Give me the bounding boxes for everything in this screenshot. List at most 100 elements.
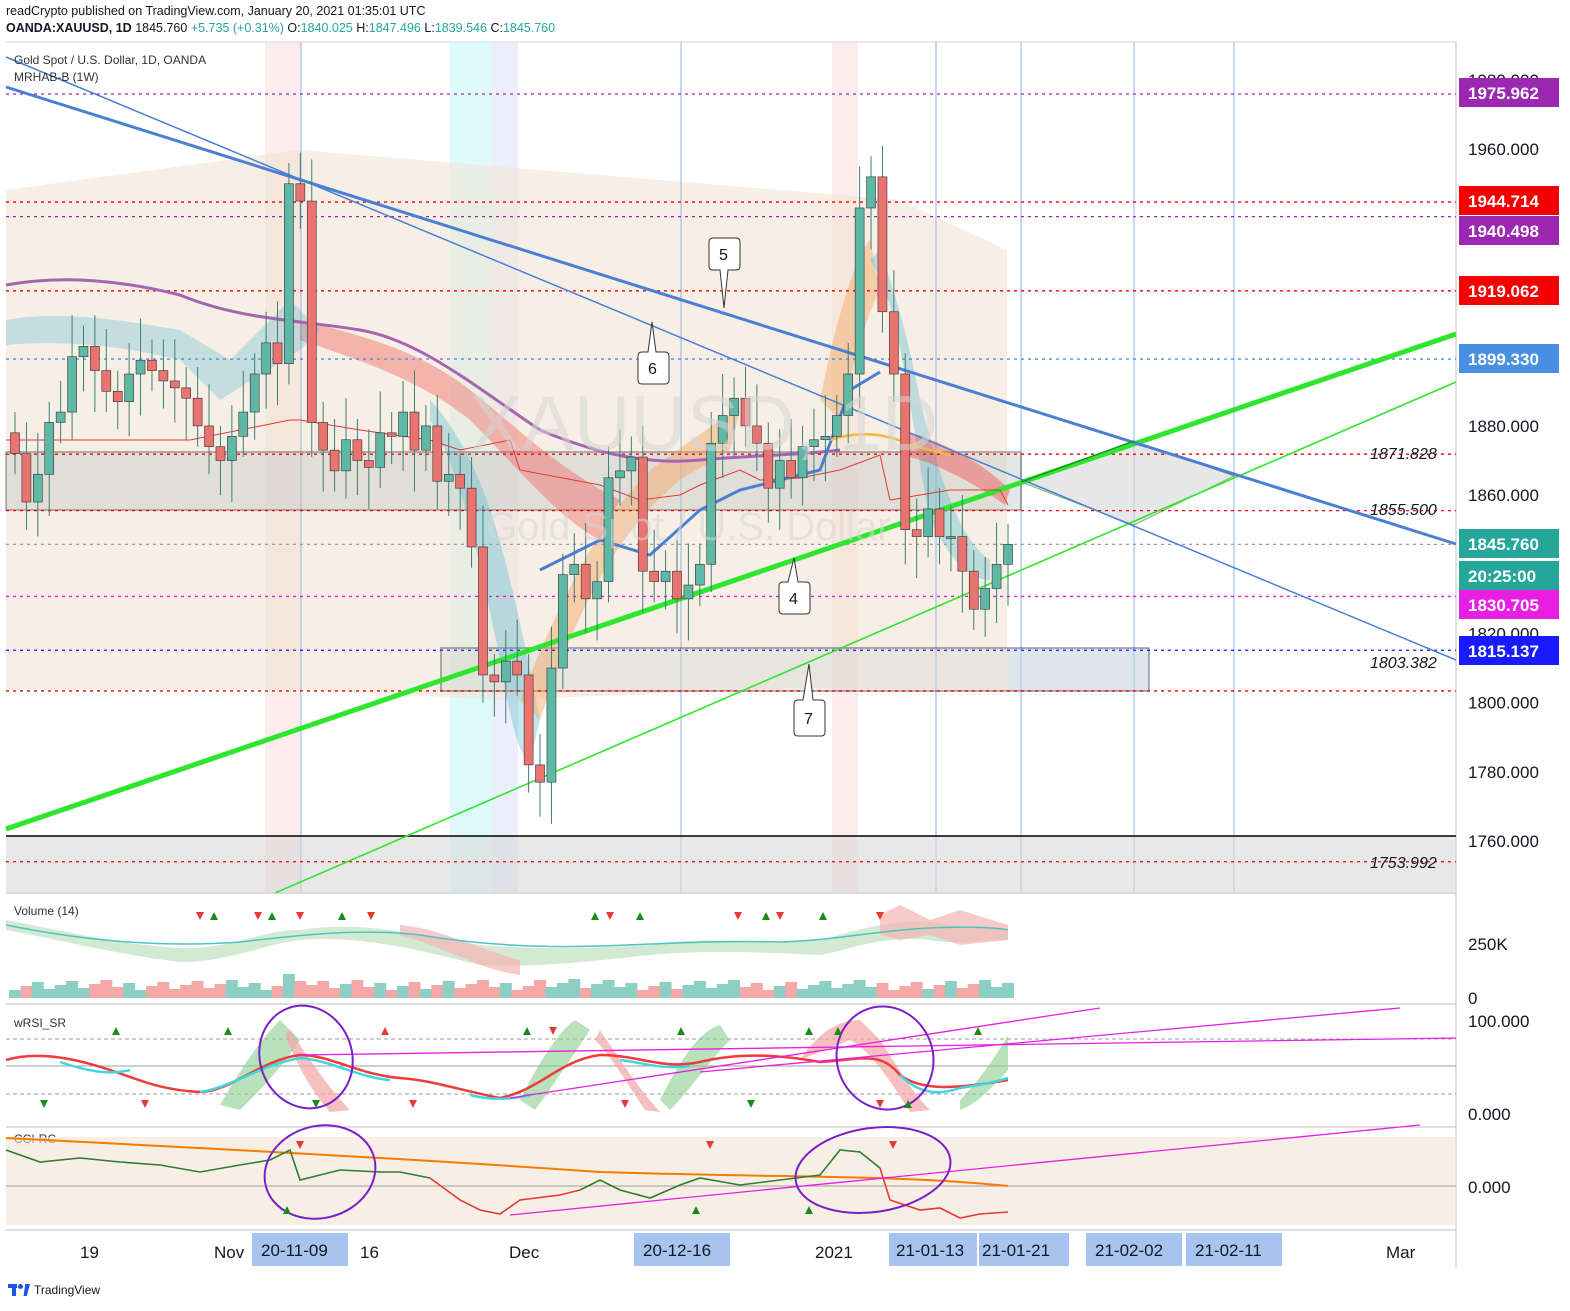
- last-price: 1845.760: [135, 21, 188, 35]
- indicator-title: MRHAB-B (1W): [14, 70, 99, 84]
- candle-body-49: [569, 563, 580, 575]
- candle-body-45: [523, 674, 534, 766]
- svg-text:21-02-02: 21-02-02: [1095, 1241, 1163, 1260]
- candle-20: [238, 370, 249, 458]
- rsi-arrow-14: [747, 1100, 755, 1108]
- volume-bar-68: [785, 982, 798, 998]
- volume-arrow-6: [367, 912, 375, 920]
- candle-42: [489, 654, 500, 717]
- rsi-arrow-5: [677, 1027, 685, 1035]
- candle-body-74: [854, 207, 865, 375]
- volume-bar-63: [728, 980, 741, 998]
- candle-body-28: [329, 449, 340, 472]
- footer-brand[interactable]: TradingView: [8, 1283, 100, 1297]
- candle-14: [169, 339, 180, 423]
- cci-pane: [5, 1124, 1456, 1225]
- candle-17: [204, 384, 214, 475]
- candle-body-32: [375, 432, 386, 468]
- volume-bar-12: [145, 986, 158, 998]
- candle-52: [603, 446, 614, 603]
- candle-76: [877, 145, 888, 333]
- volume-bar-37: [431, 985, 444, 998]
- candle-body-33: [386, 432, 397, 437]
- volume-bar-15: [180, 985, 193, 998]
- price-tag-text-5: 1845.760: [1468, 535, 1539, 554]
- candle-body-78: [900, 373, 911, 530]
- candle-body-87: [1003, 544, 1013, 565]
- candle-54: [626, 436, 637, 506]
- candle-body-43: [500, 660, 511, 683]
- candle-body-34: [398, 411, 408, 437]
- candle-36: [421, 405, 431, 471]
- volume-bar-3: [43, 989, 56, 998]
- price-tag-1: 1944.714: [1459, 186, 1559, 215]
- candle-56: [649, 529, 659, 603]
- time-axis: 19 Nov 16 Dec 2021 Mar 20-11-09 20-12-16…: [80, 1233, 1416, 1266]
- time-tag-4: 21-01-21: [979, 1233, 1069, 1266]
- candle-body-54: [626, 456, 637, 472]
- candle-body-23: [272, 342, 283, 364]
- candle-55: [637, 425, 648, 613]
- volume-bar-32: [374, 983, 387, 998]
- candle-67: [774, 429, 785, 530]
- candle-body-75: [866, 176, 876, 209]
- volume-arrow-14: [876, 912, 884, 920]
- volume-arrow-11: [762, 912, 770, 920]
- low-value: 1839.546: [434, 21, 487, 35]
- candle-58: [672, 540, 682, 634]
- candle-body-42: [489, 674, 500, 683]
- candle-48: [558, 553, 568, 689]
- candle-body-53: [615, 470, 625, 479]
- candle-body-71: [820, 435, 831, 441]
- time-label-nov: Nov: [214, 1243, 245, 1262]
- candle-63: [729, 377, 739, 458]
- rsi-arrow-3: [523, 1027, 531, 1035]
- volume-bar-22: [260, 990, 273, 998]
- candle-57: [660, 550, 671, 610]
- candle-53: [615, 429, 625, 506]
- candle-28: [329, 418, 340, 492]
- candle-5: [67, 315, 77, 440]
- volume-bar-43: [499, 983, 512, 998]
- candle-83: [957, 495, 968, 613]
- volume-arrow-13: [819, 912, 827, 920]
- volume-arrow-7: [591, 912, 599, 920]
- volume-bar-25: [294, 981, 307, 998]
- candle-80: [923, 467, 933, 558]
- volume-bar-0: [9, 990, 21, 998]
- volume-bar-71: [819, 981, 832, 998]
- volume-bar-23: [271, 986, 284, 998]
- candle-body-47: [546, 667, 557, 783]
- candle-73: [843, 342, 854, 444]
- wave-callouts: 5 6 4 7: [637, 237, 826, 737]
- volume-bar-70: [807, 985, 820, 998]
- candle-77: [889, 270, 899, 402]
- volume-bar-56: [648, 986, 661, 998]
- time-tag-1: 20-11-09: [252, 1233, 348, 1266]
- candle-body-79: [911, 529, 922, 537]
- candle-body-4: [55, 411, 66, 423]
- candle-body-62: [717, 415, 728, 444]
- volume-bar-6: [77, 988, 90, 998]
- volume-arrow-0: [196, 912, 204, 920]
- volume-axis-250k: 250K: [1468, 935, 1508, 954]
- candle-body-27: [318, 422, 328, 451]
- candle-69: [797, 425, 808, 506]
- volume-arrow-3: [268, 912, 276, 920]
- callout-6-label: 6: [648, 361, 657, 378]
- volume-bar-72: [830, 988, 843, 998]
- price-tag-text-0: 1975.962: [1468, 84, 1539, 103]
- candle-27: [318, 401, 328, 492]
- callout-6: 6: [637, 321, 670, 385]
- volume-bar-46: [534, 980, 547, 998]
- volume-bar-78: [899, 986, 912, 998]
- candle-60: [695, 543, 705, 606]
- candle-18: [215, 425, 226, 496]
- volume-bar-60: [693, 981, 706, 998]
- svg-text:21-01-13: 21-01-13: [896, 1241, 964, 1260]
- candle-46: [535, 733, 545, 817]
- volume-bar-64: [739, 987, 752, 998]
- rsi-arrow-13: [621, 1100, 629, 1108]
- candle-body-9: [112, 391, 123, 402]
